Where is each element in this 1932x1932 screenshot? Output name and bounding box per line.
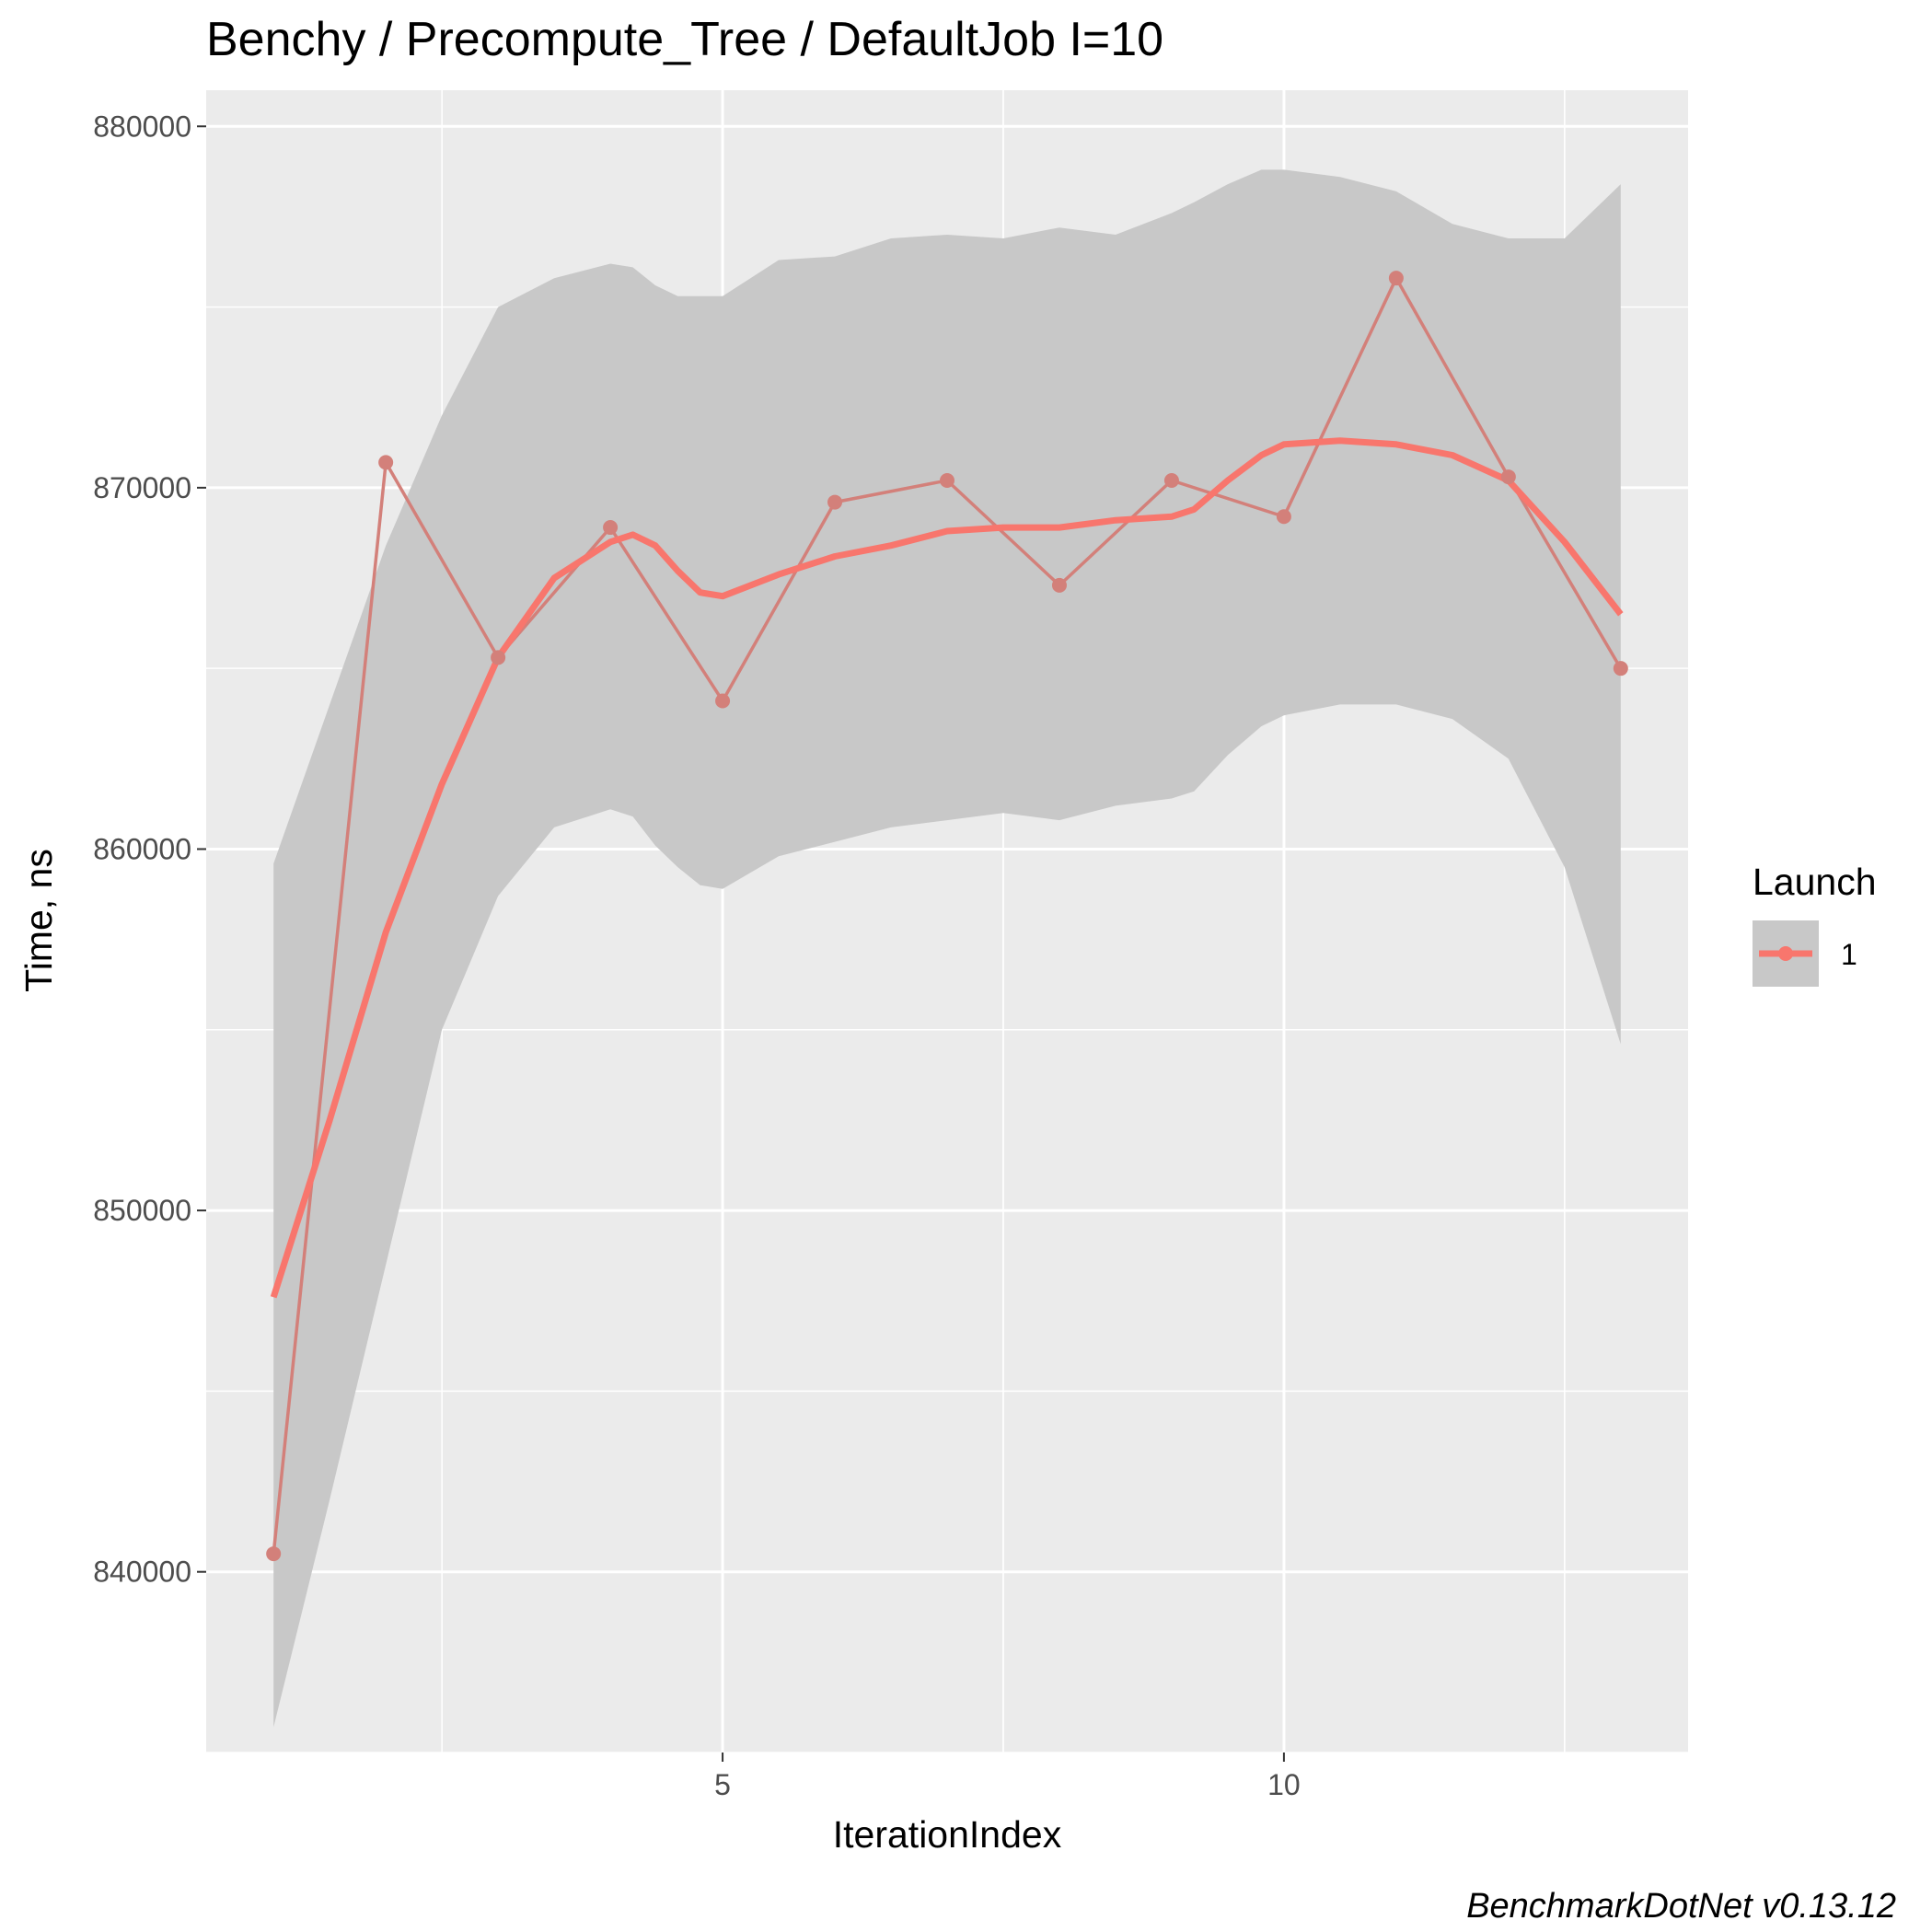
y-axis-title: Time, ns [17,849,60,992]
data-point [940,473,954,489]
smooth-line [270,437,1624,1299]
data-point [827,494,843,510]
legend-label: 1 [1841,938,1857,971]
y-tick-label: 880000 [93,110,191,143]
data-point [1500,469,1516,485]
x-tick-label: 10 [1267,1768,1301,1801]
data-point [266,1546,282,1562]
confidence-band [273,169,1621,1728]
legend: Launch 1 [1753,861,1877,987]
data-points [266,271,1628,1562]
chart-title: Benchy / Precompute_Tree / DefaultJob I=… [206,13,1163,66]
y-axis-ticks: 840000 850000 860000 870000 880000 [93,110,206,1589]
x-axis-title: IterationIndex [833,1813,1062,1856]
y-tick-label: 860000 [93,832,191,865]
data-point [378,455,394,470]
y-tick-label: 840000 [93,1556,191,1589]
data-point [603,520,619,536]
data-point [1388,271,1404,286]
data-point [1051,577,1067,593]
legend-title: Launch [1753,861,1877,903]
y-tick-label: 850000 [93,1194,191,1227]
caption: BenchmarkDotNet v0.13.12 [1466,1887,1896,1926]
legend-key-point [1778,946,1793,961]
data-point [1613,661,1628,677]
data-point [1276,509,1291,525]
data-point [1163,473,1179,489]
y-tick-label: 870000 [93,471,191,504]
data-point [715,693,731,709]
data-point [491,650,506,665]
x-axis-ticks: 5 10 [714,1753,1301,1801]
x-tick-label: 5 [714,1768,731,1801]
